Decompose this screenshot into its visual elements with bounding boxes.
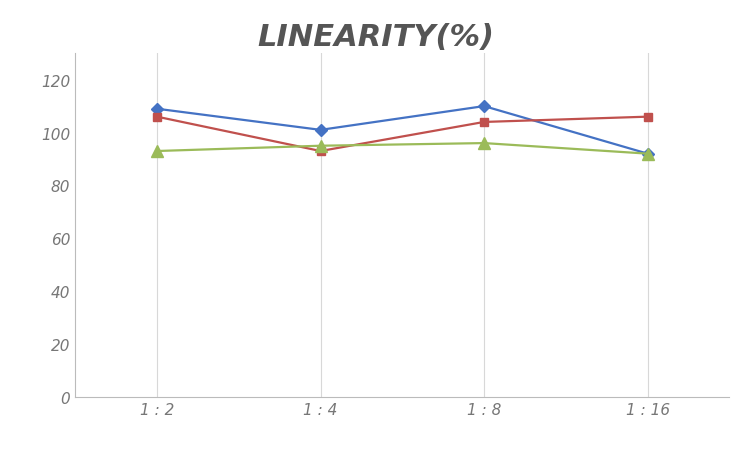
Text: LINEARITY(%): LINEARITY(%) [257,23,495,51]
